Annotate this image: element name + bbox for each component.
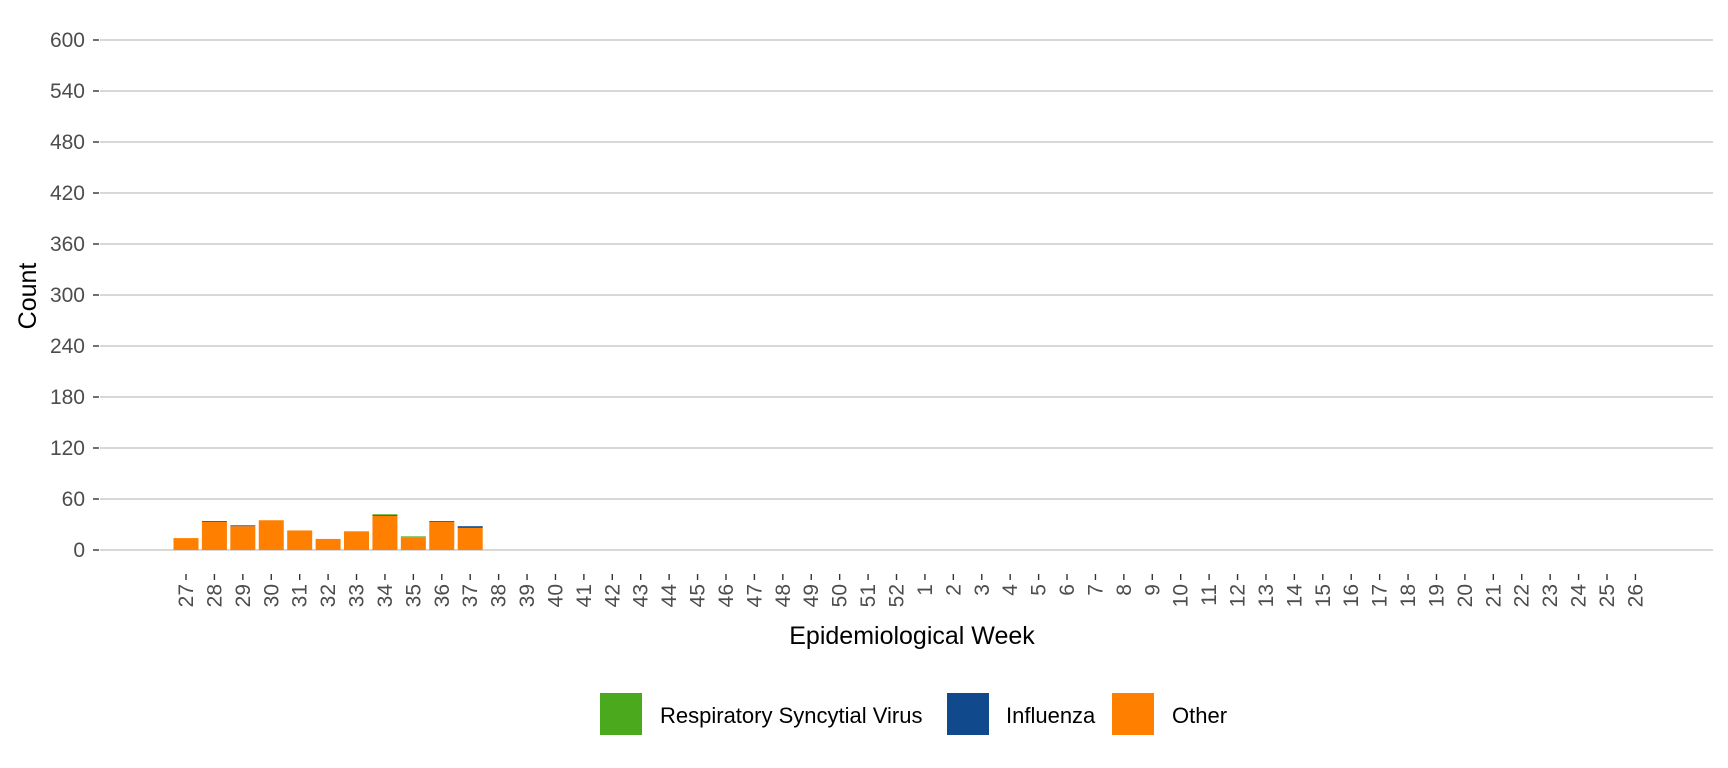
x-tick-label: 46 (715, 584, 738, 607)
x-tick-label: 41 (573, 584, 596, 607)
y-tick-label: 120 (50, 437, 85, 460)
bar-other-wk-30 (258, 520, 284, 550)
x-tick-label: 33 (346, 584, 369, 607)
x-axis: 27 28 29 30 31 32 33 34 35 36 37 38 39 40 41 42 43 44 45 46… (175, 574, 1647, 607)
bar-other-wk-36 (429, 521, 455, 550)
bar-other-wk-27 (173, 538, 199, 550)
x-tick-label: 14 (1283, 584, 1306, 608)
y-axis-title: Count (14, 263, 42, 330)
bar-other-wk-28 (201, 521, 227, 550)
x-tick-label: 8 (1113, 584, 1136, 596)
x-tick-label: 7 (1084, 584, 1107, 596)
x-tick-label: 43 (630, 584, 653, 607)
x-tick-label: 51 (857, 584, 880, 607)
x-tick-label: 13 (1255, 584, 1278, 607)
x-tick-label: 40 (544, 584, 567, 607)
x-tick-label: 36 (431, 584, 454, 607)
y-tick-label: 600 (50, 29, 85, 52)
x-tick-label: 15 (1312, 584, 1335, 607)
legend-swatch-other (1112, 693, 1154, 735)
x-tick-label: 12 (1227, 584, 1250, 607)
x-tick-label: 30 (260, 584, 283, 607)
legend: Respiratory Syncytial Virus Influenza Othe… (600, 693, 1227, 735)
bar-respiratory-syncytial-virus-wk-35 (400, 536, 426, 538)
bar-other-wk-35 (400, 537, 426, 550)
y-tick-label: 180 (50, 386, 85, 409)
bar-other-wk-33 (344, 531, 370, 550)
x-tick-label: 6 (1056, 584, 1079, 596)
bar-influenza-wk-36 (429, 521, 455, 522)
x-tick-label: 35 (402, 584, 425, 607)
x-tick-label: 18 (1397, 584, 1420, 607)
x-tick-label: 28 (203, 584, 226, 607)
x-tick-label: 19 (1425, 584, 1448, 607)
x-tick-label: 22 (1511, 584, 1534, 607)
x-tick-label: 21 (1482, 584, 1505, 607)
bar-other-wk-31 (287, 530, 313, 550)
legend-label-other: Other (1172, 703, 1227, 728)
bar-influenza-wk-29 (230, 525, 256, 527)
x-tick-label: 24 (1568, 584, 1591, 608)
bar-other-wk-29 (230, 526, 256, 550)
y-tick-label: 480 (50, 131, 85, 154)
x-tick-label: 50 (829, 584, 852, 607)
y-tick-label: 360 (50, 233, 85, 256)
x-tick-label: 49 (800, 584, 823, 607)
x-tick-label: 11 (1198, 584, 1221, 606)
legend-swatch-respiratory-syncytial-virus (600, 693, 642, 735)
x-tick-label: 25 (1596, 584, 1619, 607)
legend-label-influenza: Influenza (1006, 703, 1096, 728)
x-axis-title: Epidemiological Week (789, 622, 1035, 650)
x-tick-label: 42 (601, 584, 624, 607)
y-tick-label: 540 (50, 80, 85, 103)
gridlines (100, 39, 1713, 551)
y-tick-label: 240 (50, 335, 85, 358)
x-tick-label: 2 (942, 584, 965, 596)
x-tick-label: 10 (1170, 584, 1193, 607)
x-tick-label: 34 (374, 584, 397, 608)
x-tick-label: 45 (687, 584, 710, 607)
bar-other-wk-34 (372, 516, 398, 550)
x-tick-label: 27 (175, 584, 198, 607)
bar-influenza-wk-34 (372, 515, 398, 516)
y-tick-label: 0 (73, 539, 85, 562)
bar-influenza-wk-28 (201, 521, 227, 522)
x-tick-label: 1 (914, 584, 937, 596)
x-tick-label: 37 (459, 584, 482, 607)
x-tick-label: 4 (999, 584, 1022, 596)
x-tick-label: 16 (1340, 584, 1363, 607)
x-tick-label: 5 (1028, 584, 1051, 596)
x-tick-label: 29 (232, 584, 255, 607)
y-tick-label: 300 (50, 284, 85, 307)
x-tick-label: 44 (658, 584, 681, 608)
x-tick-label: 39 (516, 584, 539, 607)
bar-influenza-wk-37 (457, 526, 483, 528)
x-tick-label: 47 (743, 584, 766, 607)
x-tick-label: 32 (317, 584, 340, 607)
x-tick-label: 3 (971, 584, 994, 596)
x-tick-label: 48 (772, 584, 795, 607)
bar-other-wk-37 (457, 527, 483, 550)
x-tick-label: 17 (1369, 584, 1392, 607)
y-tick-label: 420 (50, 182, 85, 205)
legend-swatch-influenza (947, 693, 989, 735)
x-tick-label: 20 (1454, 584, 1477, 607)
bar-respiratory-syncytial-virus-wk-34 (372, 514, 398, 516)
x-tick-label: 38 (488, 584, 511, 607)
bar-other-wk-32 (315, 538, 341, 550)
y-tick-label: 60 (62, 488, 85, 511)
y-axis: 0 60 120 180 240 300 360 420 480 540 600 (50, 29, 99, 562)
x-tick-label: 26 (1624, 584, 1647, 607)
legend-label-respiratory-syncytial-virus: Respiratory Syncytial Virus (660, 703, 922, 728)
bars (173, 514, 483, 550)
x-tick-label: 52 (886, 584, 909, 607)
x-tick-label: 31 (289, 584, 312, 607)
x-tick-label: 9 (1141, 584, 1164, 596)
x-tick-label: 23 (1539, 584, 1562, 607)
